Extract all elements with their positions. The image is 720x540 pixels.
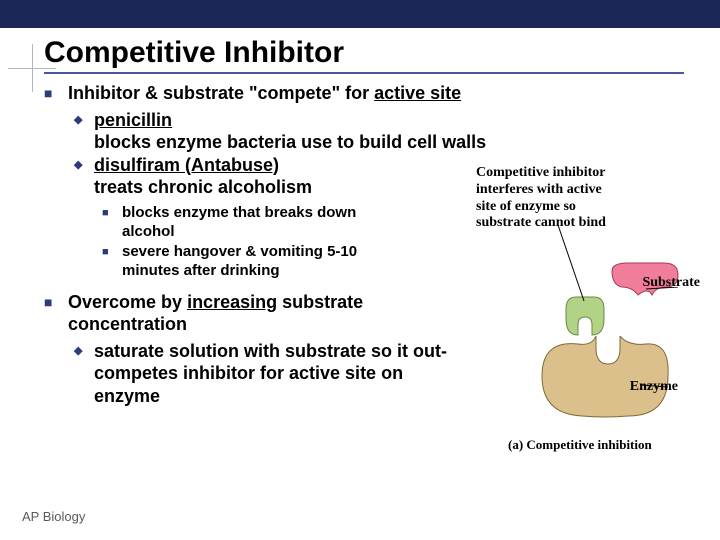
b2d1: saturate solution with substrate so it o… <box>94 341 447 406</box>
b1d2-b: treats chronic alcoholism <box>94 177 312 197</box>
b1s2: severe hangover & vomiting 5-10 minutes … <box>122 243 357 280</box>
b1d2-a: disulfiram (Antabuse) <box>94 155 279 175</box>
bullet-1-subsub-1: blocks enzyme that breaks down alcohol <box>44 203 364 242</box>
pointer-line-1 <box>558 225 608 305</box>
header-bar <box>0 0 720 28</box>
bullet-2: Overcome by increasing substrate concent… <box>44 291 484 336</box>
bullet-1-text-b: active site <box>374 83 461 103</box>
bullet-1-text-a: Inhibitor & substrate "compete" for <box>68 83 374 103</box>
bullet-1-sub-1: penicillin blocks enzyme bacteria use to… <box>44 109 684 154</box>
substrate-label: Substrate <box>642 275 700 291</box>
diagram-top-label: Competitive inhibitor interferes with ac… <box>476 165 606 232</box>
title-row: Competitive Inhibitor <box>44 36 684 74</box>
b1s1: blocks enzyme that breaks down alcohol <box>122 204 356 241</box>
diagram-caption: (a) Competitive inhibition <box>508 437 652 453</box>
bullet-1-sub-2: disulfiram (Antabuse) treats chronic alc… <box>44 154 444 199</box>
b1d1-a: penicillin <box>94 110 172 130</box>
footer-label: AP Biology <box>22 509 85 524</box>
b2-a: Overcome by <box>68 292 187 312</box>
bullet-2-sub-1: saturate solution with substrate so it o… <box>44 340 464 408</box>
enzyme-label: Enzyme <box>630 379 678 395</box>
page-title: Competitive Inhibitor <box>44 36 684 74</box>
guide-v <box>32 44 33 92</box>
diagram-competitive-inhibition: Competitive inhibitor interferes with ac… <box>466 165 706 465</box>
bullet-1: Inhibitor & substrate "compete" for acti… <box>44 82 684 105</box>
b2-b: increasing <box>187 292 277 312</box>
b1d1-b: blocks enzyme bacteria use to build cell… <box>94 132 486 152</box>
bullet-1-subsub-2: severe hangover & vomiting 5-10 minutes … <box>44 242 364 281</box>
